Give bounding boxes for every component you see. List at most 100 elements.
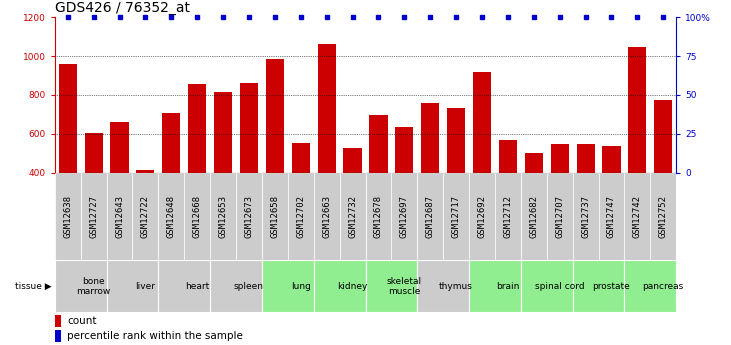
- Text: GSM12702: GSM12702: [296, 195, 306, 238]
- Bar: [651, 172, 676, 260]
- Text: GSM12692: GSM12692: [477, 195, 487, 238]
- Text: skeletal
muscle: skeletal muscle: [387, 277, 422, 296]
- Text: GSM12673: GSM12673: [244, 195, 254, 238]
- Bar: [107, 260, 159, 312]
- Bar: [55, 330, 61, 342]
- Bar: [188, 84, 206, 172]
- Text: GSM12707: GSM12707: [555, 195, 564, 238]
- Bar: [314, 172, 340, 260]
- Bar: [58, 64, 77, 172]
- Bar: [110, 122, 129, 172]
- Text: spinal cord: spinal cord: [535, 282, 585, 291]
- Bar: [521, 172, 547, 260]
- Bar: [654, 100, 673, 172]
- Text: GSM12722: GSM12722: [141, 195, 150, 238]
- Text: GDS426 / 76352_at: GDS426 / 76352_at: [55, 1, 190, 15]
- Bar: [443, 172, 469, 260]
- Text: tissue ▶: tissue ▶: [15, 282, 51, 291]
- Text: GSM12747: GSM12747: [607, 195, 616, 238]
- Bar: [473, 71, 491, 172]
- Bar: [366, 172, 391, 260]
- Text: count: count: [67, 316, 96, 326]
- Bar: [547, 172, 572, 260]
- Text: GSM12658: GSM12658: [270, 195, 279, 238]
- Text: GSM12682: GSM12682: [529, 195, 538, 238]
- Text: GSM12737: GSM12737: [581, 195, 590, 238]
- Bar: [55, 315, 61, 327]
- Text: brain: brain: [496, 282, 520, 291]
- Bar: [344, 148, 362, 172]
- Bar: [366, 260, 417, 312]
- Bar: [314, 260, 366, 312]
- Text: bone
marrow: bone marrow: [77, 277, 111, 296]
- Text: GSM12727: GSM12727: [89, 195, 98, 238]
- Bar: [628, 47, 646, 172]
- Bar: [469, 260, 520, 312]
- Text: GSM12712: GSM12712: [504, 195, 512, 238]
- Bar: [421, 103, 439, 172]
- Bar: [55, 260, 107, 312]
- Bar: [624, 260, 676, 312]
- Bar: [499, 140, 517, 172]
- Bar: [624, 172, 651, 260]
- Bar: [211, 172, 236, 260]
- Text: GSM12717: GSM12717: [452, 195, 461, 238]
- Text: heart: heart: [185, 282, 209, 291]
- Bar: [469, 172, 495, 260]
- Text: GSM12638: GSM12638: [64, 195, 72, 238]
- Bar: [159, 260, 211, 312]
- Bar: [417, 260, 469, 312]
- Bar: [137, 170, 154, 172]
- Text: pancreas: pancreas: [643, 282, 684, 291]
- Bar: [572, 260, 624, 312]
- Bar: [577, 144, 594, 172]
- Bar: [292, 144, 310, 172]
- Bar: [288, 172, 314, 260]
- Bar: [550, 144, 569, 172]
- Text: GSM12752: GSM12752: [659, 195, 667, 238]
- Bar: [521, 260, 572, 312]
- Bar: [395, 127, 414, 172]
- Text: prostate: prostate: [593, 282, 630, 291]
- Bar: [602, 146, 621, 172]
- Bar: [55, 172, 80, 260]
- Bar: [159, 172, 184, 260]
- Text: liver: liver: [135, 282, 156, 291]
- Text: percentile rank within the sample: percentile rank within the sample: [67, 331, 243, 341]
- Bar: [240, 83, 258, 172]
- Text: spleen: spleen: [234, 282, 264, 291]
- Bar: [162, 113, 181, 172]
- Bar: [599, 172, 624, 260]
- Bar: [107, 172, 132, 260]
- Text: GSM12687: GSM12687: [425, 195, 435, 238]
- Bar: [85, 133, 103, 172]
- Bar: [369, 115, 387, 172]
- Bar: [572, 172, 599, 260]
- Bar: [317, 45, 336, 172]
- Text: GSM12663: GSM12663: [322, 195, 331, 238]
- Text: GSM12697: GSM12697: [400, 195, 409, 238]
- Bar: [184, 172, 211, 260]
- Text: lung: lung: [291, 282, 311, 291]
- Bar: [80, 172, 107, 260]
- Text: GSM12678: GSM12678: [374, 195, 383, 238]
- Text: GSM12648: GSM12648: [167, 195, 176, 238]
- Text: thymus: thymus: [439, 282, 473, 291]
- Bar: [525, 153, 543, 172]
- Text: GSM12732: GSM12732: [348, 195, 357, 238]
- Bar: [495, 172, 520, 260]
- Text: GSM12653: GSM12653: [219, 195, 227, 238]
- Bar: [262, 260, 314, 312]
- Bar: [340, 172, 366, 260]
- Text: GSM12668: GSM12668: [193, 195, 202, 238]
- Text: GSM12742: GSM12742: [633, 195, 642, 238]
- Bar: [214, 92, 232, 172]
- Bar: [236, 172, 262, 260]
- Bar: [417, 172, 443, 260]
- Bar: [391, 172, 417, 260]
- Bar: [132, 172, 159, 260]
- Bar: [266, 59, 284, 172]
- Bar: [262, 172, 288, 260]
- Text: kidney: kidney: [338, 282, 368, 291]
- Bar: [211, 260, 262, 312]
